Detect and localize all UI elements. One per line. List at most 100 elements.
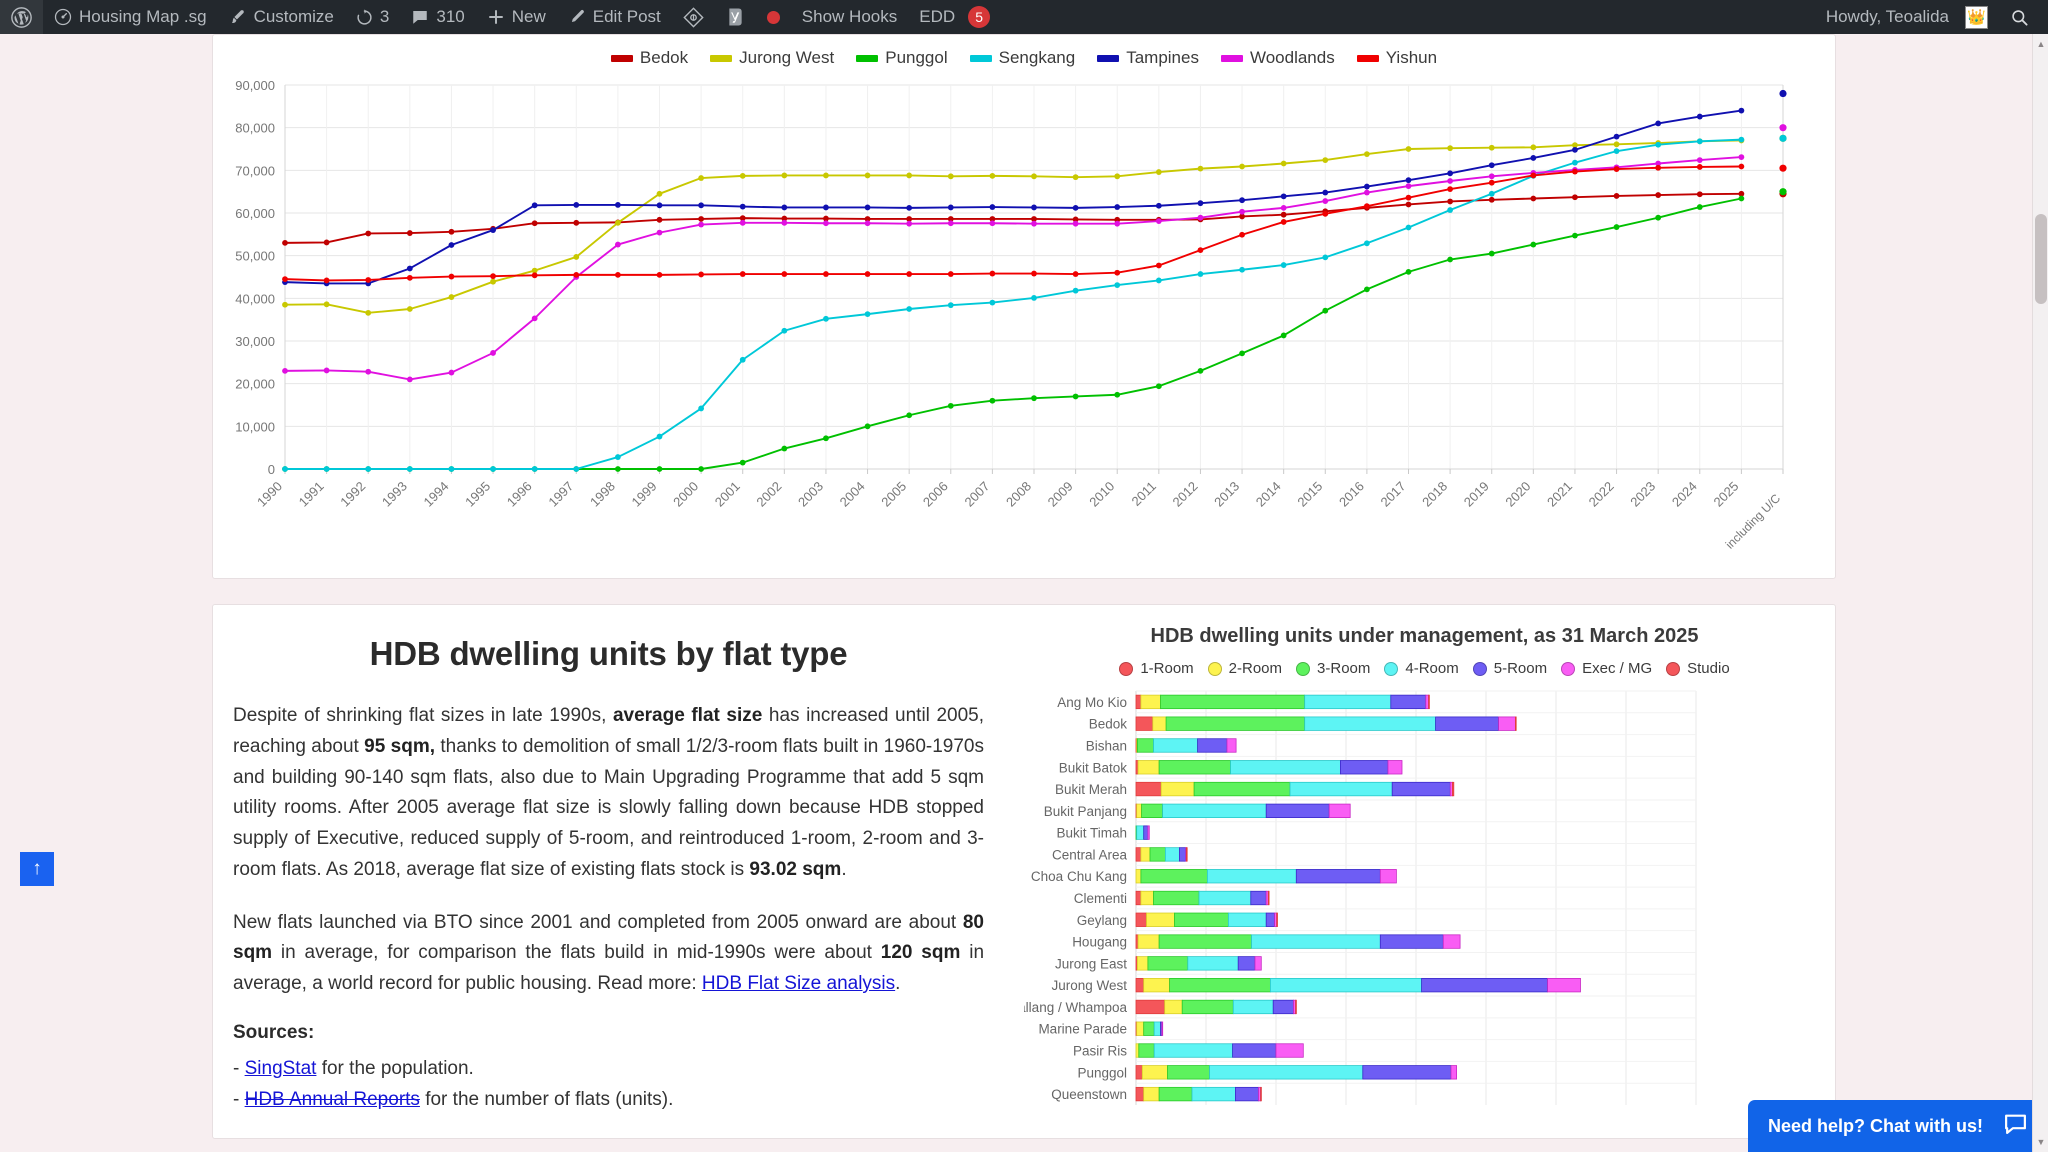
yoast-seo-button[interactable] bbox=[715, 0, 756, 34]
legend-item-punggol[interactable]: Punggol bbox=[856, 48, 948, 68]
legend-dot-icon bbox=[1207, 661, 1222, 676]
p1-text-4: . bbox=[841, 858, 847, 880]
svg-text:1998: 1998 bbox=[587, 479, 618, 510]
show-hooks-button[interactable]: Show Hooks bbox=[791, 0, 908, 34]
legend-dot-icon bbox=[1666, 661, 1681, 676]
bar-legend-label: 3-Room bbox=[1317, 660, 1371, 677]
comments-button[interactable]: 310 bbox=[400, 0, 475, 34]
svg-text:Bukit Merah: Bukit Merah bbox=[1055, 782, 1127, 797]
svg-text:Queenstown: Queenstown bbox=[1051, 1087, 1127, 1102]
bar-chart-title: HDB dwelling units under management, as … bbox=[1150, 625, 1699, 647]
bar-legend-item-3-room[interactable]: 3-Room bbox=[1296, 660, 1370, 677]
scroll-down-arrow-icon[interactable]: ▼ bbox=[2036, 1137, 2046, 1147]
legend-item-tampines[interactable]: Tampines bbox=[1097, 48, 1199, 68]
howdy-label: Howdy, Teoalida bbox=[1825, 7, 1949, 26]
edit-post-button[interactable]: Edit Post bbox=[557, 0, 672, 34]
svg-text:2005: 2005 bbox=[878, 479, 909, 510]
legend-item-yishun[interactable]: Yishun bbox=[1356, 48, 1437, 68]
p1-text-2: has increased until 2005, reaching about bbox=[233, 705, 985, 757]
svg-text:1996: 1996 bbox=[504, 479, 535, 510]
svg-text:Ang Mo Kio: Ang Mo Kio bbox=[1057, 695, 1127, 710]
p2-bold-1: 80 sqm bbox=[233, 911, 984, 964]
bar-legend-item-5-room[interactable]: 5-Room bbox=[1472, 660, 1547, 677]
svg-text:Bishan: Bishan bbox=[1086, 738, 1127, 753]
legend-dot-icon bbox=[1384, 661, 1399, 676]
bar-legend-item-2-room[interactable]: 2-Room bbox=[1207, 660, 1283, 677]
page-scrollbar[interactable]: ▲ ▼ bbox=[2032, 34, 2048, 1152]
edd-badge: 5 bbox=[968, 6, 991, 28]
recording-indicator[interactable] bbox=[756, 0, 791, 34]
query-monitor-button[interactable] bbox=[672, 0, 715, 34]
svg-text:2003: 2003 bbox=[795, 479, 826, 510]
legend-label: Bedok bbox=[639, 48, 689, 67]
edd-button[interactable]: EDD 5 bbox=[908, 0, 1001, 34]
legend-item-bedok[interactable]: Bedok bbox=[610, 48, 689, 68]
article-column: HDB dwelling units by flat type Despite … bbox=[213, 605, 1024, 1138]
hdb-annual-reports-link[interactable]: HDB Annual Reports bbox=[244, 1088, 420, 1110]
back-to-top-button[interactable]: ↑ bbox=[20, 852, 54, 886]
svg-text:2001: 2001 bbox=[712, 479, 743, 510]
legend-item-sengkang[interactable]: Sengkang bbox=[969, 48, 1076, 68]
bar-legend-item-4-room[interactable]: 4-Room bbox=[1384, 660, 1459, 677]
svg-text:40,000: 40,000 bbox=[235, 291, 275, 306]
show-hooks-label: Show Hooks bbox=[801, 7, 898, 26]
legend-dot-icon bbox=[1296, 661, 1311, 676]
updates-count: 3 bbox=[379, 7, 390, 26]
p1-bold-2: 95 sqm, bbox=[364, 735, 436, 757]
svg-text:2006: 2006 bbox=[920, 479, 951, 510]
svg-text:2019: 2019 bbox=[1461, 479, 1492, 510]
svg-text:2000: 2000 bbox=[670, 479, 701, 510]
scrollbar-thumb[interactable] bbox=[2035, 214, 2047, 304]
page-content: Bedok Jurong West Punggol Sengkang Tampines W… bbox=[0, 34, 2048, 1152]
bar-legend-item-1-room[interactable]: 1-Room bbox=[1119, 660, 1194, 677]
edd-label: EDD bbox=[919, 7, 956, 26]
customize-button[interactable]: Customize bbox=[218, 0, 345, 34]
bar-legend-item-studio[interactable]: Studio bbox=[1666, 660, 1730, 677]
p1-text-3: thanks to demolition of small 1/2/3-room… bbox=[233, 735, 984, 880]
svg-text:2011: 2011 bbox=[1129, 479, 1159, 509]
svg-text:2002: 2002 bbox=[753, 479, 784, 510]
legend-item-jurong-west[interactable]: Jurong West bbox=[710, 48, 834, 68]
svg-text:2009: 2009 bbox=[1045, 479, 1076, 510]
legend-swatch-icon bbox=[710, 54, 733, 62]
line-chart-plot: 0 10,000 20,000 30,000 40,000 50,000 60,000 70,… bbox=[213, 71, 1835, 571]
legend-label: Woodlands bbox=[1249, 48, 1335, 67]
plus-icon bbox=[487, 8, 505, 26]
svg-text:1990: 1990 bbox=[254, 479, 285, 510]
legend-item-woodlands[interactable]: Woodlands bbox=[1220, 48, 1335, 68]
svg-text:Bedok: Bedok bbox=[1089, 717, 1128, 732]
legend-label: Sengkang bbox=[998, 48, 1076, 67]
article-paragraph-2: New flats launched via BTO since 2001 an… bbox=[233, 908, 984, 1000]
bar-legend-label: 2-Room bbox=[1228, 660, 1283, 677]
svg-text:2007: 2007 bbox=[961, 479, 992, 510]
svg-text:2023: 2023 bbox=[1627, 479, 1658, 510]
svg-text:50,000: 50,000 bbox=[235, 249, 275, 264]
updates-button[interactable]: 3 bbox=[345, 0, 400, 34]
hdb-flat-size-analysis-link[interactable]: HDB Flat Size analysis bbox=[701, 973, 896, 995]
legend-label: Punggol bbox=[885, 48, 948, 67]
bar-legend-item-exec-mg[interactable]: Exec / MG bbox=[1561, 660, 1652, 677]
customize-label: Customize bbox=[253, 7, 334, 26]
svg-text:including U/C: including U/C bbox=[1723, 491, 1784, 552]
wordpress-logo-button[interactable] bbox=[0, 0, 43, 34]
svg-text:90,000: 90,000 bbox=[235, 78, 275, 93]
svg-text:1999: 1999 bbox=[629, 479, 660, 510]
sidebar-item-site-name[interactable]: Housing Map .sg bbox=[43, 0, 218, 34]
chat-widget-button[interactable]: Need help? Chat with us! bbox=[1748, 1100, 2048, 1152]
p2-text-4: . bbox=[895, 973, 901, 995]
svg-text:2025: 2025 bbox=[1710, 479, 1741, 510]
my-account-button[interactable]: Howdy, Teoalida 👑 bbox=[1815, 0, 1999, 34]
new-content-button[interactable]: New bbox=[476, 0, 557, 34]
singstat-link[interactable]: SingStat bbox=[244, 1057, 317, 1079]
svg-text:Marine Parade: Marine Parade bbox=[1038, 1022, 1127, 1037]
svg-text:2018: 2018 bbox=[1419, 479, 1450, 510]
legend-dot-icon bbox=[1561, 661, 1576, 676]
scroll-up-arrow-icon[interactable]: ▲ bbox=[2036, 39, 2046, 49]
svg-text:1997: 1997 bbox=[545, 479, 576, 510]
svg-text:2014: 2014 bbox=[1253, 479, 1284, 510]
search-button[interactable] bbox=[1999, 0, 2040, 34]
search-icon bbox=[2010, 8, 2029, 27]
svg-text:2015: 2015 bbox=[1294, 479, 1325, 510]
line-chart-card: Bedok Jurong West Punggol Sengkang Tampines W… bbox=[212, 34, 1836, 579]
svg-text:30,000: 30,000 bbox=[235, 334, 275, 349]
